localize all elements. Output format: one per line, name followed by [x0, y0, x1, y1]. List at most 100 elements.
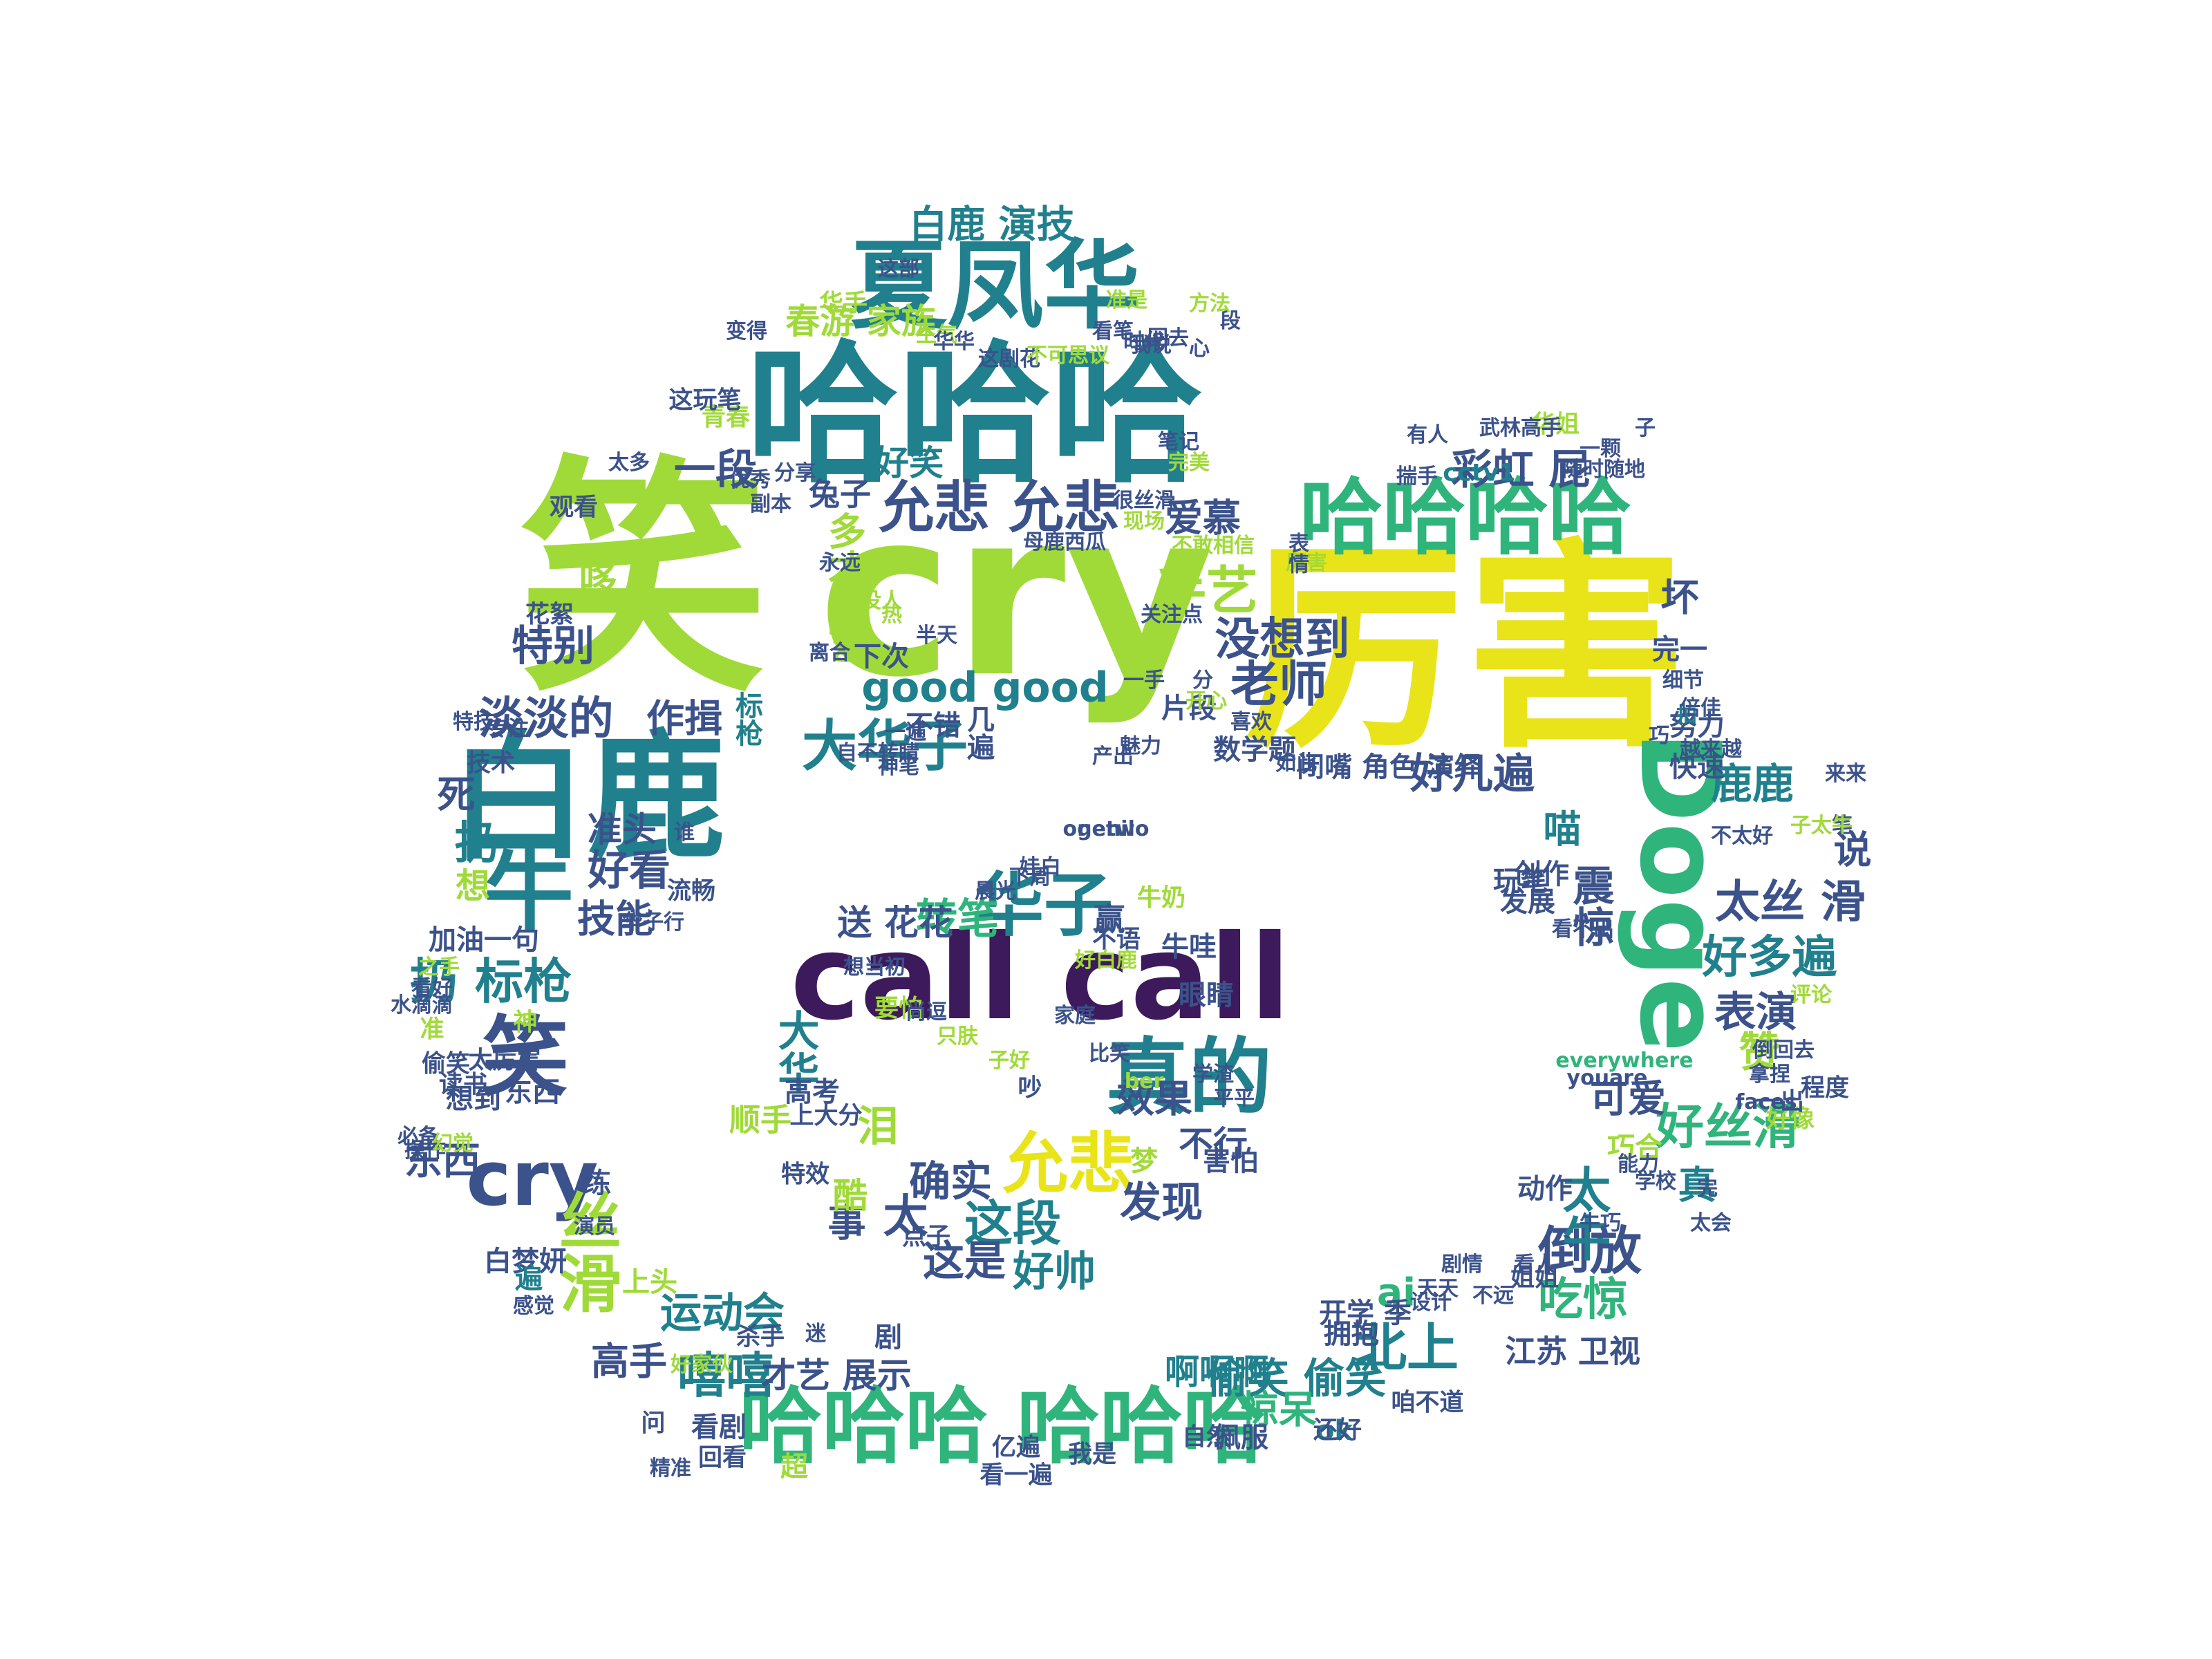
cloud-word: 程度 — [1800, 1074, 1850, 1103]
cloud-word: 牛巧 — [1580, 1211, 1621, 1235]
cloud-word: 看剧 — [691, 1412, 747, 1443]
cloud-word: 想到 — [446, 1083, 501, 1115]
cloud-word: 拿捏 — [1749, 1062, 1790, 1087]
cloud-word: 牛 — [483, 839, 574, 944]
cloud-word: 顺手 — [729, 1101, 792, 1138]
cloud-word: 超 — [776, 1452, 807, 1479]
cloud-word: 想 — [450, 868, 490, 902]
cloud-word: 太 — [883, 1190, 928, 1243]
cloud-word: 才艺 展示 — [761, 1356, 912, 1396]
cloud-word: 吵 — [1018, 1074, 1042, 1103]
cloud-word: 有人 — [1407, 423, 1448, 447]
cloud-word: 分 — [1192, 668, 1213, 693]
cloud-word: 不语 — [1091, 926, 1141, 954]
cloud-word: 厉害 — [1244, 521, 1687, 778]
cloud-word: 数学题 — [1213, 734, 1296, 766]
cloud-word: 华手 — [818, 290, 868, 318]
cloud-word: 死 — [437, 772, 476, 817]
cloud-word: 专注 — [487, 717, 529, 741]
cloud-word: 发现 — [1120, 1179, 1203, 1227]
cloud-word: 片段 — [1161, 693, 1217, 724]
cloud-word: 精准 — [650, 1456, 691, 1481]
cloud-word: 下次 — [854, 641, 909, 673]
cloud-word: 看一遍 — [980, 1461, 1053, 1490]
cloud-word: 笑 — [482, 1007, 569, 1108]
cloud-word: 咱不道 — [1391, 1389, 1464, 1417]
cloud-word: 华子行 — [622, 910, 684, 935]
cloud-word: 母鹿西瓜 — [1023, 530, 1106, 554]
cloud-word: 送 花花 — [837, 903, 953, 943]
cloud-word: 爱慕 — [1164, 496, 1241, 541]
cloud-word: 喵 — [1543, 807, 1582, 852]
cloud-word: 白鹿 — [449, 718, 727, 879]
cloud-word: good good — [861, 664, 1109, 712]
cloud-word: 操作 — [404, 1138, 446, 1163]
cloud-word: 偷笑 — [421, 1050, 471, 1078]
cloud-word: 评论 — [1790, 983, 1832, 1007]
cloud-word: 一出 — [1755, 1088, 1805, 1116]
cloud-word: 开心 — [1185, 689, 1227, 713]
cloud-word: 吃惊 — [1537, 1273, 1629, 1326]
cloud-word: 厉害 — [1286, 551, 1327, 575]
cloud-word: 问 — [641, 1409, 666, 1438]
cloud-word: 离合 — [809, 641, 850, 665]
cloud-word: 允悲 允悲 — [879, 476, 1119, 540]
cloud-word: 哈哈哈哈 — [1300, 470, 1631, 566]
cloud-word: ber — [1124, 1069, 1164, 1094]
cloud-word: 牛奶 — [1136, 884, 1186, 912]
cloud-word: 迷 — [805, 1322, 826, 1346]
cloud-word: 上头 — [622, 1266, 677, 1298]
cloud-word: 好白鹿 — [1075, 948, 1137, 973]
cloud-word: 越来越 — [1680, 738, 1742, 762]
cloud-word: 尚逗 — [906, 1000, 947, 1024]
cloud-word: 啊啊啊 — [1165, 1352, 1268, 1392]
cloud-word: 完一 — [1652, 634, 1707, 666]
cloud-word: 哈哈哈 — [746, 326, 1203, 503]
cloud-word: 技术 — [466, 749, 516, 778]
cloud-word: 倍佳 — [1680, 696, 1721, 720]
cloud-word: 想当初 — [843, 955, 906, 980]
cloud-word: 优秀 — [729, 468, 771, 492]
cloud-word: 效果 — [1116, 1076, 1193, 1121]
cloud-word: 白鹿 演技 — [909, 202, 1075, 247]
cloud-word: 姐姐 — [1510, 1264, 1559, 1293]
cloud-word: 时代 — [1123, 330, 1165, 354]
cloud-word: 设计 — [1410, 1291, 1452, 1315]
cloud-word: 赢 — [1094, 901, 1125, 938]
cloud-word: 观看 — [549, 494, 599, 522]
cloud-word: 牛哇 — [1161, 931, 1217, 963]
cloud-word: 好丝滑 — [1656, 1098, 1801, 1155]
cloud-word: 学渣 — [1192, 1062, 1234, 1087]
cloud-word: 可爱 — [1589, 1076, 1667, 1121]
cloud-word: 流畅 — [666, 877, 716, 906]
cloud-word: 淡淡的 — [478, 693, 614, 745]
cloud-word: 哈哈哈 哈哈哈 — [739, 1379, 1266, 1475]
cloud-word: youare — [1566, 1066, 1648, 1090]
cloud-word: cctv1 — [1443, 459, 1516, 487]
cloud-word: 上大分 — [789, 1102, 863, 1130]
cloud-word: 高考 — [785, 1076, 840, 1108]
cloud-word: 几遍 — [962, 705, 994, 760]
cloud-word: 泪 — [857, 1103, 899, 1151]
cloud-word: 一手 — [1123, 668, 1165, 693]
cloud-word: 多才多艺 — [821, 512, 866, 664]
cloud-word: 剧 — [874, 1322, 902, 1353]
cloud-word: 嘻嘻 — [677, 1347, 774, 1404]
cloud-word: 不远 — [1472, 1284, 1514, 1308]
cloud-word: 大华子 — [802, 714, 968, 778]
cloud-word: 不可思议 — [1027, 344, 1109, 368]
cloud-word: 只肤 — [937, 1024, 978, 1049]
cloud-word: 分享 — [774, 461, 816, 485]
cloud-word: 创作 — [1514, 859, 1569, 890]
cloud-word: 白梦妍 — [484, 1246, 567, 1277]
cloud-word: 高手 — [590, 1339, 668, 1384]
cloud-word: 必备 — [397, 1125, 439, 1149]
cloud-word: 坏 — [1660, 575, 1699, 620]
cloud-word: 兔子 — [808, 476, 872, 513]
cloud-word: 赞 — [1732, 1030, 1780, 1071]
cloud-word: genil — [1077, 817, 1135, 841]
cloud-word: Doge — [1615, 731, 1745, 1053]
cloud-word: 变得 — [726, 319, 767, 344]
cloud-word: 这玩笔 — [668, 386, 742, 415]
cloud-word: 好多遍 — [1702, 931, 1837, 984]
